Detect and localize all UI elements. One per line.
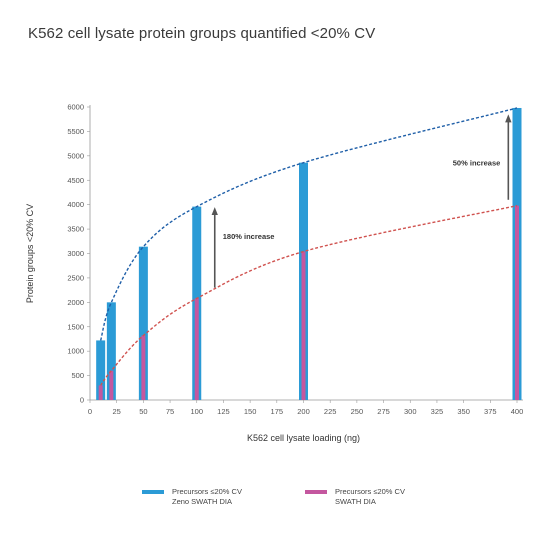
y-tick-label: 1000 (67, 347, 84, 356)
y-tick-label: 4000 (67, 200, 84, 209)
increase-label: 50% increase (453, 159, 501, 168)
x-tick-label: 300 (404, 407, 417, 416)
x-tick-label: 100 (190, 407, 203, 416)
x-tick-label: 350 (457, 407, 470, 416)
legend-swatch-swath (305, 490, 327, 494)
x-tick-label: 175 (271, 407, 284, 416)
x-axis-label: K562 cell lysate loading (ng) (247, 433, 360, 443)
y-tick-label: 4500 (67, 176, 84, 185)
bar-swath (515, 205, 519, 400)
bar-swath (109, 370, 114, 400)
y-tick-label: 2000 (67, 298, 84, 307)
y-tick-label: 5000 (67, 151, 84, 160)
x-tick-label: 125 (217, 407, 230, 416)
y-tick-label: 2500 (67, 273, 84, 282)
x-tick-label: 25 (113, 407, 121, 416)
x-tick-label: 325 (431, 407, 444, 416)
legend-line2-swath: SWATH DIA (335, 497, 376, 506)
legend-swatch-zeno-swath (142, 490, 164, 494)
x-tick-label: 400 (511, 407, 524, 416)
y-tick-label: 3500 (67, 225, 84, 234)
y-tick-label: 3000 (67, 249, 84, 258)
x-tick-label: 75 (166, 407, 174, 416)
x-tick-label: 275 (377, 407, 390, 416)
trend-line-zeno-swath (99, 107, 518, 341)
legend-line1-swath: Precursors ≤20% CV (335, 487, 405, 496)
x-tick-label: 50 (139, 407, 147, 416)
y-tick-label: 6000 (67, 103, 84, 112)
bar-swath (141, 335, 146, 400)
increase-label: 180% increase (223, 232, 275, 241)
y-axis-label: Protein groups <20% CV (25, 204, 35, 303)
bar-swath (194, 298, 199, 400)
x-tick-label: 0 (88, 407, 92, 416)
bar-swath (301, 251, 306, 400)
trend-line-swath (100, 204, 518, 386)
legend-line1-zeno-swath: Precursors ≤20% CV (172, 487, 242, 496)
x-tick-label: 375 (484, 407, 497, 416)
x-tick-label: 250 (351, 407, 364, 416)
legend-line2-zeno-swath: Zeno SWATH DIA (172, 497, 233, 506)
y-tick-label: 1500 (67, 322, 84, 331)
x-tick-label: 225 (324, 407, 337, 416)
bar-swath (98, 385, 103, 400)
x-tick-label: 150 (244, 407, 257, 416)
bar-zeno-swath (106, 302, 116, 400)
y-tick-label: 5500 (67, 127, 84, 136)
y-tick-label: 0 (80, 396, 84, 405)
x-tick-label: 200 (297, 407, 310, 416)
chart-title: K562 cell lysate protein groups quantifi… (28, 25, 376, 42)
y-tick-label: 500 (71, 371, 84, 380)
bar-zeno-swath (96, 340, 106, 400)
bar-zeno-swath (138, 246, 148, 400)
